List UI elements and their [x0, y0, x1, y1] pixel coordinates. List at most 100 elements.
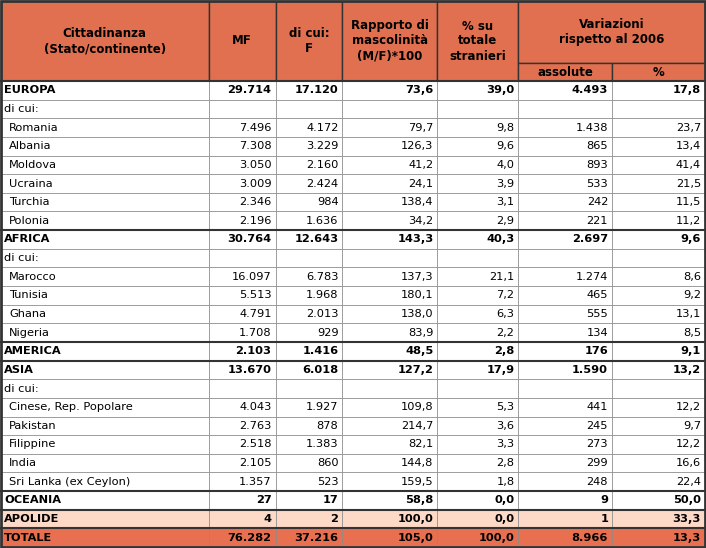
- Text: 1.438: 1.438: [575, 123, 608, 133]
- Bar: [209, 323, 275, 342]
- Text: Albania: Albania: [9, 141, 52, 151]
- Bar: [518, 342, 612, 361]
- Text: Ucraina: Ucraina: [9, 179, 53, 189]
- Bar: [518, 379, 612, 398]
- Text: 22,4: 22,4: [676, 477, 701, 487]
- Text: 17,9: 17,9: [486, 365, 515, 375]
- Text: 23,7: 23,7: [676, 123, 701, 133]
- Bar: [275, 472, 342, 491]
- Bar: [342, 249, 438, 267]
- Bar: [1, 118, 209, 137]
- Text: 2.763: 2.763: [239, 421, 272, 431]
- Text: 6.018: 6.018: [302, 365, 338, 375]
- Bar: [342, 286, 438, 305]
- Text: 2.196: 2.196: [239, 216, 272, 226]
- Text: 3.229: 3.229: [306, 141, 338, 151]
- Text: Cinese, Rep. Popolare: Cinese, Rep. Popolare: [9, 402, 133, 412]
- Bar: [342, 398, 438, 416]
- Bar: [275, 137, 342, 156]
- Bar: [518, 1, 705, 63]
- Bar: [275, 118, 342, 137]
- Bar: [438, 416, 518, 435]
- Bar: [342, 212, 438, 230]
- Bar: [612, 305, 705, 323]
- Text: 109,8: 109,8: [401, 402, 433, 412]
- Bar: [438, 305, 518, 323]
- Bar: [1, 416, 209, 435]
- Text: 17,8: 17,8: [673, 85, 701, 95]
- Bar: [518, 100, 612, 118]
- Bar: [518, 398, 612, 416]
- Bar: [438, 174, 518, 193]
- Bar: [1, 212, 209, 230]
- Bar: [342, 81, 438, 100]
- Bar: [438, 454, 518, 472]
- Text: 21,1: 21,1: [489, 272, 515, 282]
- Text: 13.670: 13.670: [227, 365, 272, 375]
- Bar: [1, 267, 209, 286]
- Bar: [275, 230, 342, 249]
- Bar: [612, 435, 705, 454]
- Text: 7.308: 7.308: [239, 141, 272, 151]
- Bar: [612, 416, 705, 435]
- Bar: [1, 398, 209, 416]
- Text: Sri Lanka (ex Ceylon): Sri Lanka (ex Ceylon): [9, 477, 130, 487]
- Bar: [275, 435, 342, 454]
- Bar: [1, 230, 209, 249]
- Bar: [612, 249, 705, 267]
- Text: 1.383: 1.383: [306, 439, 338, 449]
- Bar: [209, 472, 275, 491]
- Text: Nigeria: Nigeria: [9, 328, 50, 338]
- Bar: [209, 137, 275, 156]
- Bar: [209, 249, 275, 267]
- Bar: [518, 156, 612, 174]
- Text: 48,5: 48,5: [405, 346, 433, 356]
- Text: 73,6: 73,6: [405, 85, 433, 95]
- Text: AMERICA: AMERICA: [4, 346, 61, 356]
- Bar: [209, 212, 275, 230]
- Text: 137,3: 137,3: [401, 272, 433, 282]
- Bar: [275, 398, 342, 416]
- Bar: [342, 267, 438, 286]
- Text: 865: 865: [587, 141, 608, 151]
- Text: 126,3: 126,3: [401, 141, 433, 151]
- Bar: [438, 193, 518, 212]
- Bar: [612, 193, 705, 212]
- Bar: [209, 454, 275, 472]
- Bar: [209, 267, 275, 286]
- Text: 138,0: 138,0: [401, 309, 433, 319]
- Text: 34,2: 34,2: [408, 216, 433, 226]
- Bar: [209, 193, 275, 212]
- Text: OCEANIA: OCEANIA: [4, 495, 61, 505]
- Bar: [275, 193, 342, 212]
- Text: Rapporto di
mascolinità
(M/F)*100: Rapporto di mascolinità (M/F)*100: [351, 20, 429, 62]
- Bar: [518, 212, 612, 230]
- Bar: [612, 100, 705, 118]
- Bar: [612, 361, 705, 379]
- Bar: [209, 1, 275, 81]
- Text: 41,4: 41,4: [676, 160, 701, 170]
- Text: 3,1: 3,1: [496, 197, 515, 207]
- Bar: [342, 100, 438, 118]
- Text: 159,5: 159,5: [401, 477, 433, 487]
- Text: 134: 134: [587, 328, 608, 338]
- Bar: [1, 81, 209, 100]
- Text: 2,2: 2,2: [496, 328, 515, 338]
- Bar: [438, 361, 518, 379]
- Text: 1.357: 1.357: [239, 477, 272, 487]
- Bar: [342, 305, 438, 323]
- Bar: [342, 528, 438, 547]
- Bar: [275, 81, 342, 100]
- Bar: [612, 63, 705, 81]
- Text: Variazioni
rispetto al 2006: Variazioni rispetto al 2006: [559, 18, 664, 46]
- Bar: [518, 454, 612, 472]
- Bar: [342, 137, 438, 156]
- Bar: [275, 156, 342, 174]
- Bar: [275, 286, 342, 305]
- Text: 9,2: 9,2: [683, 290, 701, 300]
- Text: di cui:
F: di cui: F: [289, 27, 329, 55]
- Bar: [1, 305, 209, 323]
- Bar: [438, 379, 518, 398]
- Bar: [518, 491, 612, 510]
- Text: 5,3: 5,3: [496, 402, 515, 412]
